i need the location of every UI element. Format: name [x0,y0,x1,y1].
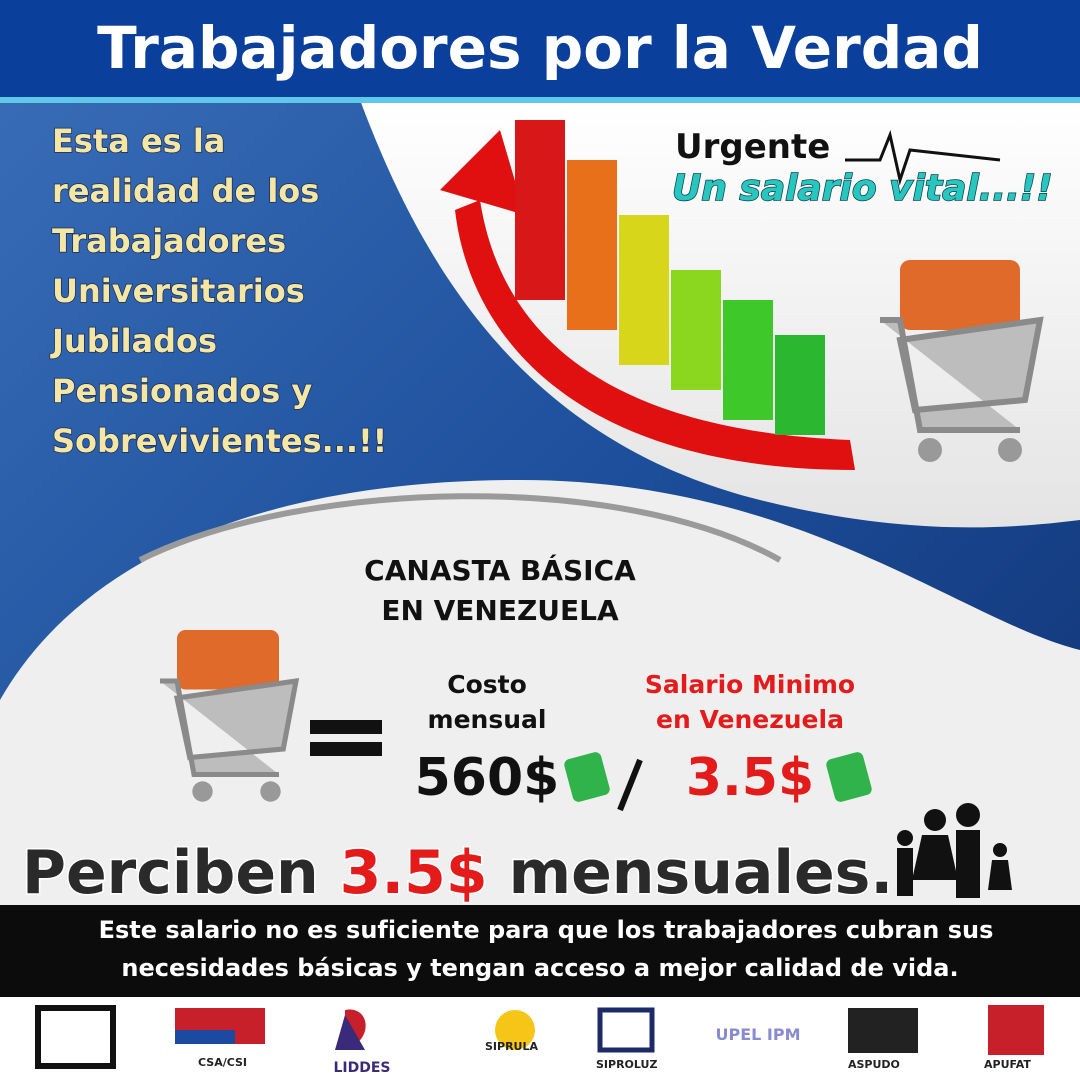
equals-sign [310,720,382,734]
footer-band [0,905,1080,997]
headline: Perciben 3.5$ mensuales. [22,838,893,908]
intro-line: Sobrevivientes...!! [52,422,387,460]
wage-label: Salario Minimo [645,670,855,699]
intro-line: Trabajadores [52,222,286,260]
intro-line: realidad de los [52,172,319,210]
title-bar-edge [0,97,1080,103]
money-icon [826,752,872,802]
panel-edge [138,493,782,563]
logo: SIPRULA [485,1010,538,1053]
logo-text: UPEL IPM [715,1025,800,1044]
logo-text: LIDDES [333,1060,390,1076]
basket-title: EN VENEZUELA [381,594,619,627]
logo: APUFAT [984,1005,1044,1071]
logo-text: SIPROLUZ [596,1058,657,1071]
logo: CSA/CSI [175,1008,265,1069]
footer-line: Este salario no es suficiente para que l… [99,916,994,944]
decline-graphic [440,120,855,470]
cost-value: 560$ [415,748,560,808]
money-icon [564,752,610,802]
cart-icon [880,260,1044,462]
wage-label: en Venezuela [656,705,844,734]
logo-text: CSA/CSI [198,1056,247,1069]
intro-line: Jubilados [50,322,217,360]
cost-label: mensual [428,705,547,734]
footer-line: necesidades básicas y tengan acceso a me… [121,954,958,982]
logo [35,1005,116,1069]
logo-text: SIPRULA [485,1040,538,1053]
family-icon [897,803,1012,898]
basket-title: CANASTA BÁSICA [364,553,636,587]
logo: UPEL IPM [715,1025,800,1044]
logo-text: APUFAT [984,1058,1031,1071]
wage-value: 3.5$ [686,748,814,808]
urgent-slogan: Un salario vital...!! [672,168,1053,209]
headline-amount: 3.5$ [340,838,488,908]
intro-line: Pensionados y [52,372,312,410]
intro-line: Esta es la [52,122,225,160]
logo: ASPUDO [848,1008,918,1071]
logo: LIDDES [333,1009,391,1076]
logo-text: ASPUDO [848,1058,900,1071]
intro: Esta es la realidad de los Trabajadores … [49,121,388,461]
logo: SIPROLUZ [596,1007,657,1071]
title: Trabajadores por la Verdad [97,14,983,82]
urgent-label: Urgente [675,127,830,167]
intro-line: Universitarios [52,272,305,310]
title-bar [0,0,1080,100]
cart-icon [160,630,300,802]
slash [617,758,643,812]
equals-sign [310,742,382,756]
pulse-line [845,129,1001,186]
bottom-panel [0,480,1080,1000]
cost-label: Costo [447,670,527,699]
headline-text: Perciben [22,838,319,908]
headline-text: mensuales. [509,838,894,908]
